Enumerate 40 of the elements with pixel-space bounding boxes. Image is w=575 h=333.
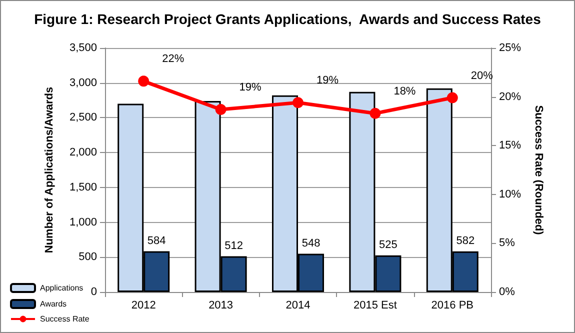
data-label: 548 <box>302 237 320 250</box>
y-axis-title: Number of Applications/Awards <box>44 86 56 254</box>
y2-tick-label: 15% <box>499 140 522 152</box>
legend-label: Success Rate <box>40 314 90 324</box>
data-label: 525 <box>379 238 398 251</box>
y2-tick-label: 20% <box>499 90 522 103</box>
x-tick-label: 2014 <box>286 300 310 312</box>
data-label: 18% <box>394 85 416 98</box>
y-tick-label: 0 <box>90 286 97 298</box>
point <box>292 97 304 108</box>
y-tick-label: 1,000 <box>69 216 97 228</box>
y-tick-label: 2,500 <box>69 112 97 124</box>
y-tick-label: 1,500 <box>69 181 97 194</box>
legend-label: Awards <box>40 300 67 308</box>
point <box>370 108 381 119</box>
point <box>215 104 226 115</box>
y-tick-label: 3,000 <box>69 76 97 89</box>
legend-label: Applications <box>40 284 84 292</box>
data-label: 19% <box>239 81 262 94</box>
data-label: 22% <box>162 53 184 66</box>
data-label: 582 <box>456 234 475 247</box>
y-tick-label: 3,500 <box>69 42 97 54</box>
data-label: 20% <box>470 70 494 82</box>
x-tick-label: 2012 <box>131 300 156 312</box>
data-label: 19% <box>316 74 339 87</box>
x-tick-label: 2016 PB <box>431 300 474 312</box>
y2-tick-label: 5% <box>499 237 516 250</box>
chart-title: Figure 1: Research Project Grants Applications, Awards and Success Rates <box>34 11 542 27</box>
y2-tick-label: 25% <box>499 42 522 54</box>
x-tick-label: 2015 Est <box>353 300 397 312</box>
y2-tick-label: 0% <box>499 286 516 298</box>
y2-axis-title: Success Rate (Rounded) <box>532 105 544 236</box>
data-label: 512 <box>224 240 243 252</box>
point <box>138 76 150 87</box>
x-tick-label: 2013 <box>208 300 234 312</box>
y-tick-label: 500 <box>78 251 97 264</box>
y2-tick-label: 10% <box>499 188 522 200</box>
y-tick-label: 2,000 <box>69 146 97 159</box>
point <box>446 92 458 104</box>
data-label: 584 <box>147 234 166 247</box>
